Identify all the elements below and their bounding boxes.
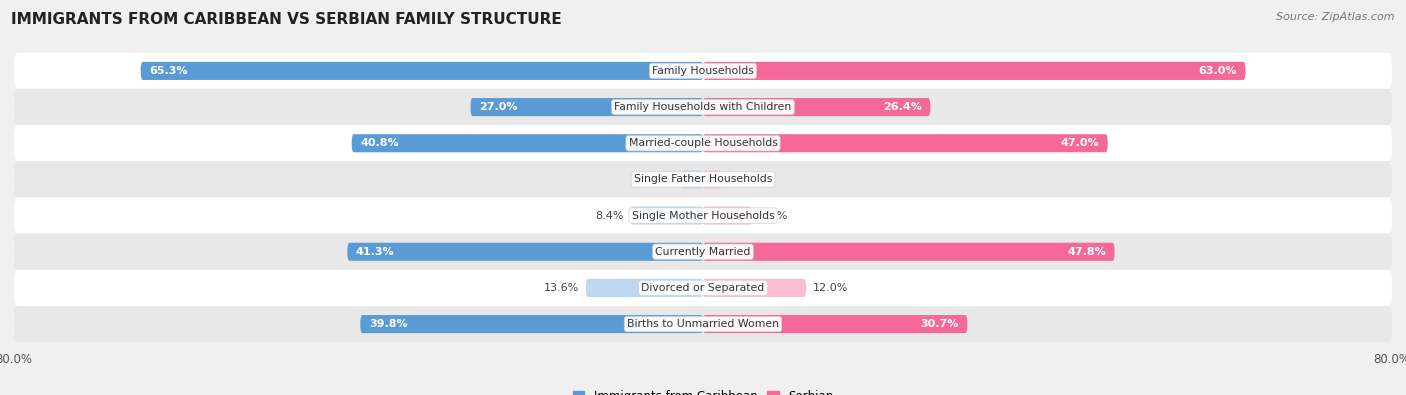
- Text: 65.3%: 65.3%: [149, 66, 188, 76]
- Text: Source: ZipAtlas.com: Source: ZipAtlas.com: [1277, 12, 1395, 22]
- Text: 40.8%: 40.8%: [360, 138, 399, 148]
- Text: 2.2%: 2.2%: [728, 175, 758, 184]
- Text: Family Households with Children: Family Households with Children: [614, 102, 792, 112]
- FancyBboxPatch shape: [14, 270, 1392, 306]
- Text: 41.3%: 41.3%: [356, 247, 395, 257]
- FancyBboxPatch shape: [141, 62, 703, 80]
- Text: 63.0%: 63.0%: [1198, 66, 1237, 76]
- FancyBboxPatch shape: [14, 161, 1392, 198]
- FancyBboxPatch shape: [703, 98, 931, 116]
- Text: Currently Married: Currently Married: [655, 247, 751, 257]
- Text: 5.7%: 5.7%: [759, 211, 787, 220]
- FancyBboxPatch shape: [703, 243, 1115, 261]
- Text: 47.8%: 47.8%: [1067, 247, 1107, 257]
- FancyBboxPatch shape: [14, 89, 1392, 125]
- Text: 13.6%: 13.6%: [544, 283, 579, 293]
- FancyBboxPatch shape: [703, 315, 967, 333]
- FancyBboxPatch shape: [703, 134, 1108, 152]
- FancyBboxPatch shape: [347, 243, 703, 261]
- FancyBboxPatch shape: [14, 306, 1392, 342]
- FancyBboxPatch shape: [14, 234, 1392, 270]
- FancyBboxPatch shape: [14, 53, 1392, 89]
- Text: Married-couple Households: Married-couple Households: [628, 138, 778, 148]
- FancyBboxPatch shape: [360, 315, 703, 333]
- FancyBboxPatch shape: [631, 207, 703, 225]
- FancyBboxPatch shape: [703, 279, 807, 297]
- Text: 47.0%: 47.0%: [1060, 138, 1099, 148]
- Text: 27.0%: 27.0%: [479, 102, 517, 112]
- Text: Family Households: Family Households: [652, 66, 754, 76]
- FancyBboxPatch shape: [14, 125, 1392, 161]
- Text: Divorced or Separated: Divorced or Separated: [641, 283, 765, 293]
- FancyBboxPatch shape: [703, 62, 1246, 80]
- FancyBboxPatch shape: [703, 170, 721, 188]
- FancyBboxPatch shape: [352, 134, 703, 152]
- FancyBboxPatch shape: [586, 279, 703, 297]
- FancyBboxPatch shape: [703, 207, 752, 225]
- FancyBboxPatch shape: [14, 198, 1392, 234]
- Legend: Immigrants from Caribbean, Serbian: Immigrants from Caribbean, Serbian: [568, 385, 838, 395]
- Text: Single Father Households: Single Father Households: [634, 175, 772, 184]
- FancyBboxPatch shape: [471, 98, 703, 116]
- Text: Births to Unmarried Women: Births to Unmarried Women: [627, 319, 779, 329]
- FancyBboxPatch shape: [682, 170, 703, 188]
- Text: IMMIGRANTS FROM CARIBBEAN VS SERBIAN FAMILY STRUCTURE: IMMIGRANTS FROM CARIBBEAN VS SERBIAN FAM…: [11, 12, 562, 27]
- Text: 30.7%: 30.7%: [921, 319, 959, 329]
- Text: 12.0%: 12.0%: [813, 283, 849, 293]
- Text: Single Mother Households: Single Mother Households: [631, 211, 775, 220]
- Text: 26.4%: 26.4%: [883, 102, 922, 112]
- Text: 39.8%: 39.8%: [368, 319, 408, 329]
- Text: 8.4%: 8.4%: [595, 211, 624, 220]
- Text: 2.5%: 2.5%: [647, 175, 675, 184]
